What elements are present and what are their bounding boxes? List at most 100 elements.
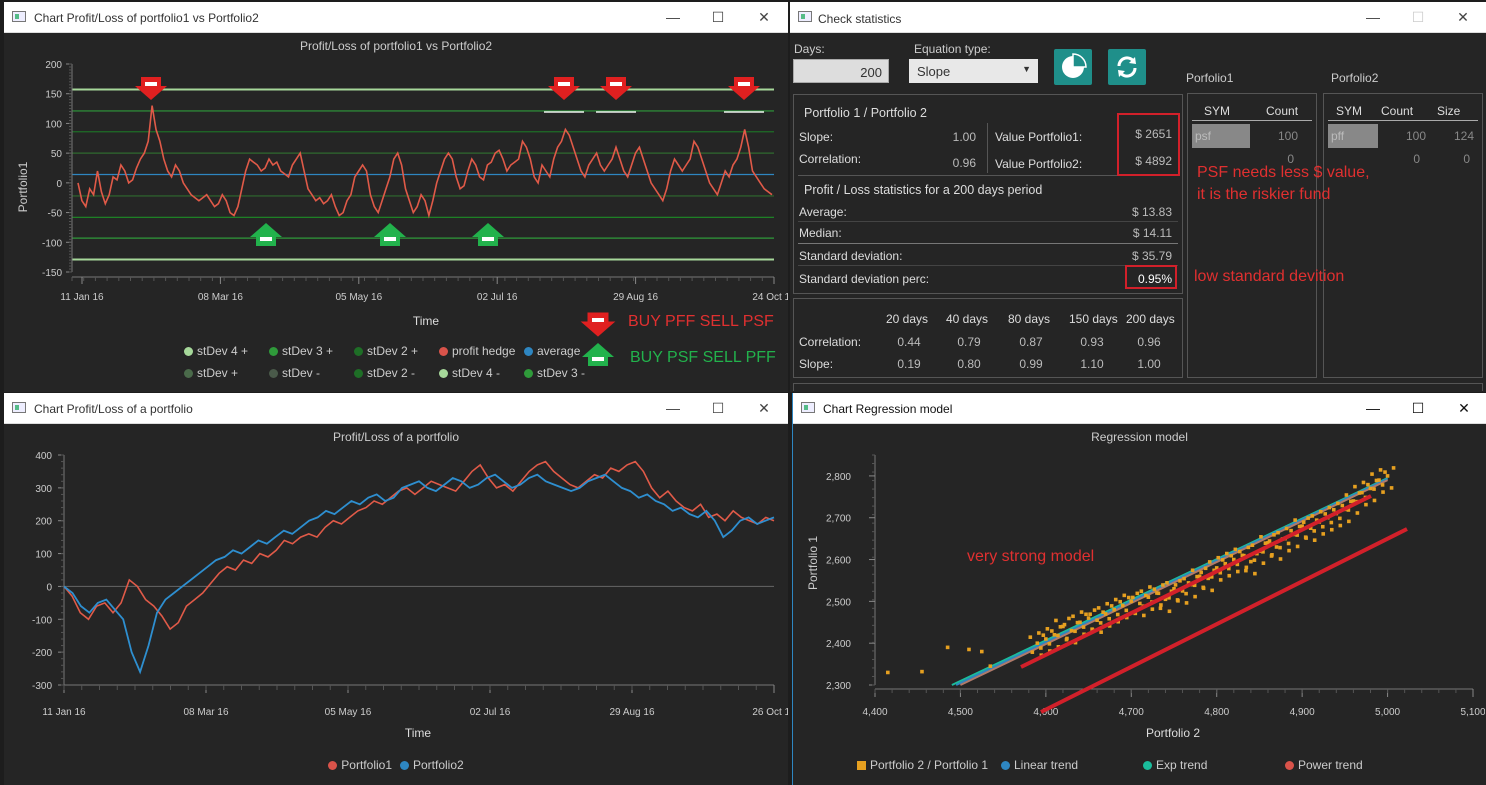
x-tick-label: 4,800 bbox=[1204, 707, 1229, 718]
scatter-point bbox=[1084, 612, 1088, 617]
value-portfolio1: $ 2651 bbox=[1135, 127, 1172, 141]
minimize-icon[interactable]: — bbox=[1366, 400, 1380, 416]
window-titlebar[interactable]: Chart Regression model — ☐ ✕ bbox=[793, 393, 1486, 424]
portfolio1-table: SYM Count psf 100 0 bbox=[1187, 93, 1317, 378]
legend-marker bbox=[524, 369, 533, 378]
value-portfolio2-label: Value Portfolio2: bbox=[995, 157, 1083, 171]
scatter-point bbox=[1175, 598, 1180, 602]
scatter-point bbox=[1061, 624, 1065, 629]
period-cell: 0.44 bbox=[897, 335, 921, 349]
scatter-point bbox=[1318, 509, 1323, 514]
scatter-point bbox=[1124, 608, 1129, 613]
scatter-point bbox=[1109, 604, 1114, 608]
scatter-point bbox=[1266, 541, 1270, 545]
scatter-point bbox=[1249, 559, 1253, 564]
scatter-point bbox=[1126, 595, 1131, 600]
scatter-point bbox=[1259, 535, 1263, 539]
scatter-point bbox=[1030, 650, 1035, 654]
scatter-point bbox=[1357, 491, 1362, 495]
x-tick-label: 02 Jul 16 bbox=[470, 707, 511, 718]
window-titlebar[interactable]: Check statistics — ☐ ✕ bbox=[790, 2, 1486, 33]
scatter-point bbox=[1180, 589, 1185, 593]
scatter-point bbox=[1210, 588, 1214, 593]
equation-type-select[interactable]: Slope ▼ bbox=[909, 59, 1038, 83]
legend-item: profit hedge bbox=[439, 344, 515, 358]
scatter-point bbox=[1246, 545, 1251, 550]
maximize-icon[interactable]: ☐ bbox=[1411, 9, 1425, 25]
count-value[interactable]: 100 bbox=[1277, 129, 1298, 143]
maximize-icon[interactable]: ☐ bbox=[711, 9, 725, 25]
scatter-point bbox=[979, 649, 984, 654]
scatter-point bbox=[1287, 548, 1291, 553]
scatter-point bbox=[1163, 597, 1168, 602]
close-icon[interactable]: ✕ bbox=[758, 400, 770, 416]
scatter-point bbox=[1327, 505, 1332, 510]
maximize-icon[interactable]: ☐ bbox=[711, 400, 725, 416]
legend-item: stDev 2 - bbox=[354, 366, 415, 380]
days-input[interactable]: 200 bbox=[793, 59, 889, 83]
scatter-point bbox=[1045, 627, 1050, 631]
y-tick-label: 400 bbox=[35, 451, 52, 462]
scatter-point bbox=[1312, 538, 1317, 542]
scatter-point bbox=[1278, 557, 1283, 561]
period-cell: 0.80 bbox=[957, 357, 981, 371]
minimize-icon[interactable]: — bbox=[1366, 9, 1380, 25]
scatter-point bbox=[1209, 575, 1214, 579]
period-table: 20 days 40 days 80 days 150 days 200 days Co… bbox=[793, 298, 1183, 378]
pie-chart-button[interactable] bbox=[1054, 49, 1092, 85]
correlation-label: Correlation: bbox=[799, 152, 862, 166]
maximize-icon[interactable]: ☐ bbox=[1411, 400, 1425, 416]
scatter-point bbox=[1052, 633, 1057, 637]
period-correlation-label: Correlation: bbox=[799, 335, 862, 349]
value-portfolio2: $ 4892 bbox=[1135, 154, 1172, 168]
legend-label: stDev 3 - bbox=[537, 366, 586, 380]
scatter-point bbox=[1118, 599, 1122, 604]
sym-input[interactable]: psf bbox=[1192, 124, 1250, 148]
scatter-point bbox=[1232, 557, 1236, 562]
close-icon[interactable]: ✕ bbox=[758, 9, 770, 25]
close-icon[interactable]: ✕ bbox=[1457, 9, 1469, 25]
scatter-point bbox=[1144, 593, 1148, 598]
series-profit-hedge bbox=[77, 105, 773, 219]
scatter-point bbox=[1364, 502, 1368, 507]
chart-title: Profit/Loss of a portfolio bbox=[332, 430, 460, 444]
window-titlebar[interactable]: Chart Profit/Loss of a portfolio — ☐ ✕ bbox=[4, 393, 788, 424]
scatter-point bbox=[1244, 565, 1249, 570]
scatter-point bbox=[1122, 593, 1127, 598]
legend-item: Linear trend bbox=[1001, 758, 1078, 772]
minimize-icon[interactable]: — bbox=[666, 9, 680, 25]
window-title: Chart Regression model bbox=[823, 402, 953, 416]
size-value[interactable]: 124 bbox=[1453, 129, 1474, 143]
period-cell: 0.93 bbox=[1080, 335, 1104, 349]
x-axis-label: Time bbox=[405, 726, 432, 740]
scatter-point bbox=[1050, 629, 1054, 633]
legend-item: average bbox=[524, 344, 580, 358]
median-label: Median: bbox=[799, 226, 842, 240]
scatter-point bbox=[1355, 511, 1360, 515]
count-value[interactable]: 100 bbox=[1405, 129, 1426, 143]
y-tick-label: 200 bbox=[45, 60, 62, 71]
x-tick-label: 08 Mar 16 bbox=[198, 292, 243, 303]
refresh-button[interactable] bbox=[1108, 49, 1146, 85]
legend-item: Portfolio2 bbox=[400, 758, 464, 772]
app-icon bbox=[801, 402, 815, 413]
scatter-point bbox=[1289, 528, 1293, 533]
equation-type-label: Equation type: bbox=[914, 42, 991, 56]
scatter-point bbox=[1039, 646, 1043, 650]
y-tick-label: 200 bbox=[35, 517, 52, 528]
legend-marker bbox=[857, 761, 866, 770]
legend-label: stDev 4 + bbox=[197, 344, 249, 358]
window-titlebar[interactable]: Chart Profit/Loss of portfolio1 vs Portf… bbox=[4, 2, 788, 33]
equation-type-value: Slope bbox=[917, 64, 951, 79]
average-value: $ 13.83 bbox=[1131, 205, 1172, 219]
scatter-point bbox=[1182, 576, 1186, 581]
scatter-point bbox=[1075, 620, 1080, 625]
period-cell: 0.96 bbox=[1137, 335, 1161, 349]
x-tick-label: 4,700 bbox=[1119, 707, 1144, 718]
legend-item: stDev 4 - bbox=[439, 366, 500, 380]
close-icon[interactable]: ✕ bbox=[1458, 400, 1470, 416]
scatter-point bbox=[1131, 595, 1135, 600]
sym-input[interactable]: pff bbox=[1328, 124, 1378, 148]
minimize-icon[interactable]: — bbox=[666, 400, 680, 416]
legend-label: profit hedge bbox=[452, 344, 516, 358]
